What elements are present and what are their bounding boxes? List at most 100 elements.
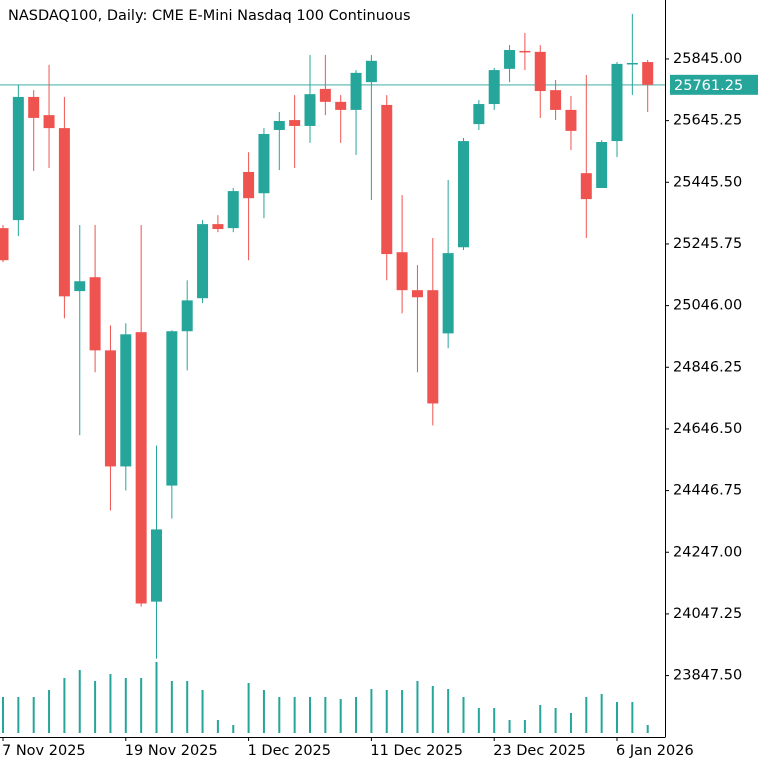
candle-body <box>534 51 546 92</box>
candle-body <box>74 281 86 292</box>
volume-bar <box>48 690 51 733</box>
volume-bar <box>78 670 81 733</box>
volume-bar <box>140 678 143 733</box>
volume-bar <box>631 702 634 733</box>
candle-body <box>227 191 239 229</box>
candle-body <box>258 133 270 194</box>
volume-bar <box>293 697 296 733</box>
candle-body <box>365 60 377 83</box>
volume-bar <box>216 720 219 733</box>
candle-body <box>642 62 654 85</box>
volume-bar <box>232 725 235 733</box>
candle-body <box>519 50 531 53</box>
volume-bar <box>186 681 189 733</box>
volume-bar <box>462 697 465 733</box>
candle-body <box>504 50 516 69</box>
chart-title: NASDAQ100, Daily: CME E-Mini Nasdaq 100 … <box>8 8 411 24</box>
volume-bar <box>355 697 358 733</box>
y-tick-label: 24047.25 <box>673 606 742 622</box>
candle-body <box>58 128 70 297</box>
y-tick-label: 24646.50 <box>673 421 742 437</box>
volume-bar <box>109 674 112 733</box>
volume-bar <box>431 686 434 733</box>
volume-bar <box>124 678 127 733</box>
candle-body <box>289 120 301 126</box>
volume-bar <box>32 697 35 733</box>
volume-bar <box>401 690 404 733</box>
x-tick-label: 23 Dec 2025 <box>493 743 586 759</box>
candle-body <box>580 173 592 200</box>
y-tick-label: 25445.50 <box>673 174 742 190</box>
volume-bar <box>585 697 588 733</box>
candle-body <box>319 88 331 102</box>
candle-body <box>335 101 347 110</box>
volume-bar <box>569 713 572 733</box>
candle-body <box>212 224 224 230</box>
x-tick-label: 7 Nov 2025 <box>2 743 86 759</box>
candle-body <box>488 70 500 105</box>
volume-bar <box>493 708 496 733</box>
volume-bar <box>247 683 250 733</box>
volume-bar <box>600 694 603 733</box>
candle-body <box>596 141 608 188</box>
volume-bar <box>554 708 557 733</box>
candle-body <box>181 300 193 332</box>
volume-bar <box>523 720 526 733</box>
volume-bar <box>170 681 173 733</box>
volume-bar <box>539 705 542 733</box>
y-tick-label: 25245.75 <box>673 236 742 252</box>
candle-body <box>197 224 209 299</box>
volume-bar <box>63 678 66 733</box>
candle-body <box>626 62 638 65</box>
x-tick-label: 19 Nov 2025 <box>125 743 218 759</box>
candle-body <box>28 96 40 118</box>
candle-body <box>273 121 285 130</box>
volume-bar <box>508 720 511 733</box>
volume-bar <box>339 699 342 733</box>
volume-bar <box>2 697 4 733</box>
y-tick-label: 25046.00 <box>673 298 742 314</box>
y-tick-label: 24247.00 <box>673 544 742 560</box>
volume-bar <box>385 690 388 733</box>
candle-body <box>0 228 9 261</box>
last-price-label: 25761.25 <box>674 78 743 94</box>
candle-body <box>166 331 178 486</box>
volume-bar <box>278 697 281 733</box>
candle-body <box>89 277 101 351</box>
volume-bar <box>262 690 265 733</box>
volume-bar <box>201 690 204 733</box>
last-price-box <box>670 74 758 95</box>
candle-body <box>104 350 116 467</box>
y-tick-label: 25645.25 <box>673 113 742 129</box>
candle-body <box>304 94 316 126</box>
candle-body <box>427 290 439 404</box>
candle-body <box>135 332 147 604</box>
volume-bar <box>17 697 20 733</box>
candle-body <box>458 141 469 248</box>
candle-body <box>550 90 562 110</box>
candle-body <box>565 109 577 131</box>
y-tick-label: 24446.75 <box>673 483 742 499</box>
candle-body <box>411 290 423 298</box>
candle-body <box>43 115 55 129</box>
volume-bar <box>309 697 311 733</box>
candle-body <box>151 529 162 602</box>
volume-bar <box>477 708 480 733</box>
volume-bar <box>94 681 97 733</box>
y-tick-label: 24846.25 <box>673 359 742 375</box>
volume-bar <box>646 725 649 733</box>
volume-bar <box>416 681 419 733</box>
volume-bar <box>447 689 450 733</box>
candle-body <box>473 104 485 125</box>
volume-bar <box>370 689 373 733</box>
x-tick-label: 6 Jan 2026 <box>616 743 694 759</box>
candle-body <box>611 63 623 142</box>
volume-bar <box>616 702 618 733</box>
x-tick-label: 11 Dec 2025 <box>370 743 463 759</box>
candle-body <box>350 72 362 110</box>
volume-bar <box>155 662 158 733</box>
y-tick-label: 25845.00 <box>673 51 742 67</box>
y-tick-label: 23847.50 <box>673 668 742 684</box>
volume-bar <box>324 697 327 733</box>
